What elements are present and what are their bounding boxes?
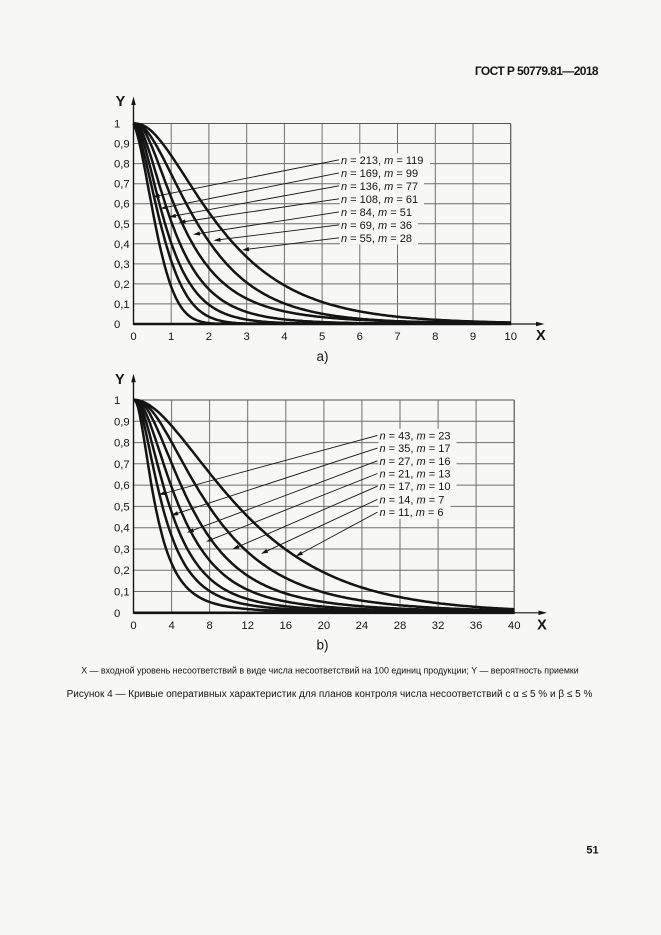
svg-text:6: 6 [357,331,363,343]
svg-text:0: 0 [114,608,120,620]
svg-text:n = 213, m = 119: n = 213, m = 119 [341,155,423,167]
svg-text:0: 0 [130,331,136,343]
svg-text:24: 24 [356,620,369,632]
svg-text:0,3: 0,3 [114,544,130,556]
svg-text:ГОСТ Р 50779.81—2018: ГОСТ Р 50779.81—2018 [475,64,599,78]
svg-text:n = 27, m = 16: n = 27, m = 16 [380,456,451,468]
svg-text:40: 40 [508,620,521,632]
svg-text:0,4: 0,4 [114,239,130,251]
svg-text:51: 51 [586,844,598,856]
svg-text:12: 12 [241,620,254,632]
svg-text:a): a) [316,349,328,364]
svg-text:0,9: 0,9 [114,139,130,151]
svg-text:X: X [537,618,547,634]
svg-text:0,8: 0,8 [114,438,130,450]
svg-text:0,7: 0,7 [114,179,130,191]
svg-text:1: 1 [114,395,120,407]
svg-text:32: 32 [432,620,445,632]
svg-text:n = 35, m = 17: n = 35, m = 17 [380,443,451,455]
svg-text:X: X [536,328,546,344]
svg-text:0,9: 0,9 [114,416,130,428]
svg-text:0,8: 0,8 [114,159,130,171]
svg-text:16: 16 [280,620,293,632]
svg-text:0,6: 0,6 [114,199,130,211]
svg-text:0,4: 0,4 [114,523,130,535]
svg-text:n = 136, m = 77: n = 136, m = 77 [341,181,418,193]
svg-text:0: 0 [130,620,136,632]
svg-text:8: 8 [206,620,212,632]
svg-text:n = 84, m = 51: n = 84, m = 51 [341,207,412,219]
svg-text:n = 43, m = 23: n = 43, m = 23 [380,430,451,442]
svg-text:n = 108, m = 61: n = 108, m = 61 [341,194,418,206]
svg-text:Y: Y [116,94,126,110]
svg-text:0,1: 0,1 [114,299,130,311]
svg-text:0,3: 0,3 [114,259,130,271]
svg-text:4: 4 [168,620,174,632]
svg-text:5: 5 [319,331,325,343]
svg-text:0,5: 0,5 [114,501,130,513]
svg-text:9: 9 [470,331,476,343]
svg-text:n = 11, m = 6: n = 11, m = 6 [380,507,444,519]
svg-text:n = 21, m = 13: n = 21, m = 13 [380,469,451,481]
svg-text:0,2: 0,2 [114,279,130,291]
svg-text:X — входной уровень несоответс: X — входной уровень несоответствий в вид… [81,666,579,676]
svg-text:8: 8 [432,331,438,343]
svg-text:0,6: 0,6 [114,480,130,492]
svg-text:b): b) [316,638,328,653]
svg-text:n = 17, m = 10: n = 17, m = 10 [380,481,451,493]
svg-text:0,1: 0,1 [114,587,130,599]
svg-text:n = 55, m = 28: n = 55, m = 28 [341,233,412,245]
svg-text:28: 28 [394,620,407,632]
svg-text:0,2: 0,2 [114,565,130,577]
svg-text:n = 169, m = 99: n = 169, m = 99 [341,168,418,180]
svg-text:4: 4 [281,331,287,343]
svg-text:2: 2 [206,331,212,343]
svg-text:10: 10 [504,331,517,343]
svg-text:36: 36 [470,620,483,632]
svg-text:0,7: 0,7 [114,459,130,471]
svg-text:Y: Y [115,372,125,388]
svg-text:1: 1 [168,331,174,343]
svg-text:Рисунок 4 — Кривые оперативных: Рисунок 4 — Кривые оперативных характери… [67,689,593,700]
svg-text:0: 0 [114,319,120,331]
svg-text:20: 20 [318,620,331,632]
svg-text:0,5: 0,5 [114,219,130,231]
svg-text:n = 69, m = 36: n = 69, m = 36 [341,220,412,232]
svg-text:1: 1 [114,119,120,131]
svg-text:n = 14, m = 7: n = 14, m = 7 [380,494,445,506]
svg-text:3: 3 [244,331,250,343]
svg-text:7: 7 [394,331,400,343]
